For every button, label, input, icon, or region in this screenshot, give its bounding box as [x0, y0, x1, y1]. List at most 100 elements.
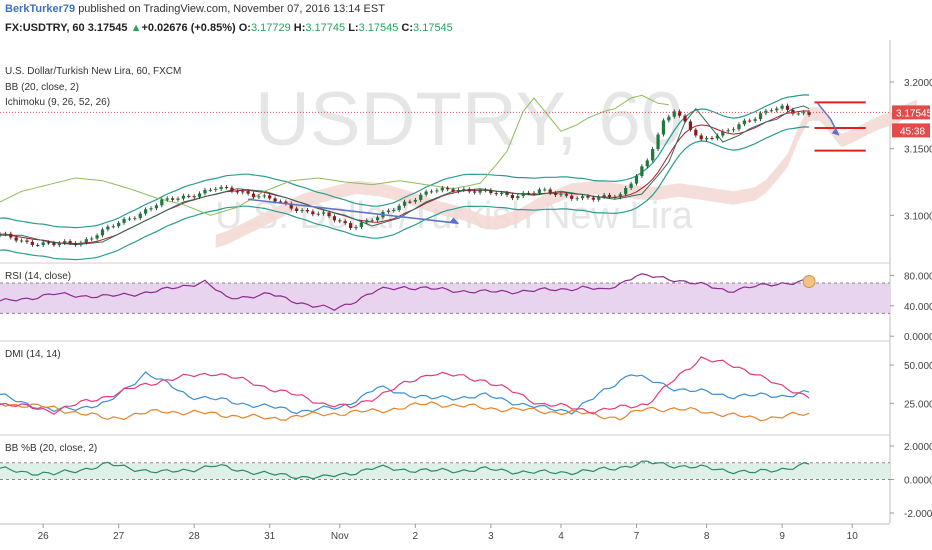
price-tick-label: 3.10000	[904, 211, 932, 222]
candle-body	[322, 212, 326, 214]
candle-body	[543, 189, 547, 191]
candle-body	[192, 196, 196, 198]
series-line-rsi	[0, 273, 810, 311]
chart-header: BerkTurker79 published on TradingView.co…	[0, 0, 932, 40]
candle-body	[597, 196, 601, 200]
rsi-highlight-circle	[802, 274, 816, 288]
indicator-pane-title: DMI (14, 14)	[5, 349, 61, 360]
candle-body	[802, 112, 806, 114]
candle-body	[246, 191, 250, 194]
candle-body	[780, 105, 784, 109]
time-tick-label: 10	[847, 531, 859, 542]
candle-body	[305, 209, 310, 212]
candle-body	[521, 192, 525, 197]
publish-line: BerkTurker79 published on TradingView.co…	[5, 3, 385, 15]
time-tick-label: 3	[488, 531, 494, 542]
candle-body	[230, 187, 234, 192]
trend-arrow-head	[449, 217, 459, 224]
candle-body	[667, 116, 671, 121]
candle-body	[408, 201, 412, 203]
candle-body	[602, 194, 606, 197]
candle-body	[224, 187, 229, 189]
candle-body	[84, 239, 88, 243]
candle-body	[332, 216, 337, 221]
candle-body	[300, 209, 304, 211]
candle-body	[90, 238, 94, 240]
candle-body	[257, 196, 261, 198]
candle-body	[52, 242, 56, 246]
indicator-tick-label: 50.0000	[904, 361, 932, 372]
candle-body	[278, 201, 283, 203]
candle-body	[203, 189, 207, 194]
candle-body	[634, 175, 639, 184]
time-tick-label: 7	[634, 531, 640, 542]
indicator-tick-label: -2.0000	[904, 509, 932, 520]
candle-body	[613, 196, 617, 198]
candle-body	[241, 191, 245, 193]
candle-body	[219, 187, 223, 189]
candle-body	[753, 119, 757, 121]
indicator-label: Ichimoku (9, 26, 52, 26)	[5, 97, 110, 108]
indicator-tick-label: 0.0000	[904, 332, 932, 343]
candle-body	[510, 194, 515, 199]
candle-body	[214, 188, 218, 190]
indicator-tick-label: 2.0000	[904, 442, 932, 453]
candle-body	[451, 189, 455, 192]
candle-body	[289, 203, 293, 209]
time-tick-label: 26	[38, 531, 50, 542]
candle-body	[656, 134, 660, 150]
last-price: 3.17545	[87, 22, 128, 34]
trend-arrow-line	[248, 198, 459, 225]
candle-body	[548, 189, 552, 194]
time-tick-label: 2	[413, 531, 419, 542]
low-value: 3.17545	[358, 22, 399, 34]
price-tick-label: 3.15000	[904, 145, 932, 156]
time-tick-label: Nov	[331, 531, 349, 542]
candle-body	[149, 208, 153, 210]
candle-body	[273, 198, 277, 202]
candle-body	[251, 193, 256, 197]
last-price-tag-text: 3.17545	[896, 108, 932, 119]
candle-body	[721, 131, 725, 136]
chart-canvas[interactable]: USDTRY, 60 U.S. Dollar/Turkish New Lira …	[0, 40, 932, 550]
candle-body	[559, 194, 563, 196]
candle-body	[429, 191, 434, 193]
symbol-label[interactable]: FX:USDTRY, 60	[5, 22, 85, 34]
candle-body	[327, 212, 331, 217]
candle-body	[807, 112, 811, 115]
candle-body	[413, 199, 417, 202]
candle-body	[580, 196, 585, 199]
ichimoku-cloud	[215, 99, 918, 248]
watermark-symbol: USDTRY, 60	[255, 77, 683, 162]
candle-body	[95, 235, 99, 239]
candle-body	[181, 195, 186, 199]
candle-body	[343, 221, 347, 224]
candle-body	[419, 194, 423, 200]
candle-body	[629, 183, 633, 188]
candle-body	[187, 195, 191, 197]
open-label: O:	[238, 22, 251, 34]
author-link[interactable]: BerkTurker79	[5, 3, 76, 15]
candle-body	[208, 189, 212, 191]
candle-body	[68, 241, 72, 244]
candle-body	[154, 205, 159, 209]
last-price-tag	[892, 105, 930, 120]
candle-body	[165, 198, 169, 200]
forecast-arrow-head	[831, 129, 839, 136]
time-tick-label: 27	[113, 531, 125, 542]
candle-body	[785, 105, 790, 110]
candle-body	[478, 190, 482, 193]
candle-body	[500, 192, 504, 194]
indicator-tick-label: 40.0000	[904, 302, 932, 313]
candle-body	[516, 196, 520, 199]
ichimoku-tenkan	[0, 105, 810, 246]
candle-body	[133, 218, 137, 220]
indicator-band	[0, 462, 890, 480]
indicator-tick-label: 25.0000	[904, 399, 932, 410]
high-value: 3.17745	[305, 22, 346, 34]
high-label: H:	[293, 22, 306, 34]
candle-body	[467, 189, 471, 192]
candle-body	[197, 193, 202, 197]
candle-body	[57, 243, 61, 246]
candle-body	[564, 194, 568, 196]
